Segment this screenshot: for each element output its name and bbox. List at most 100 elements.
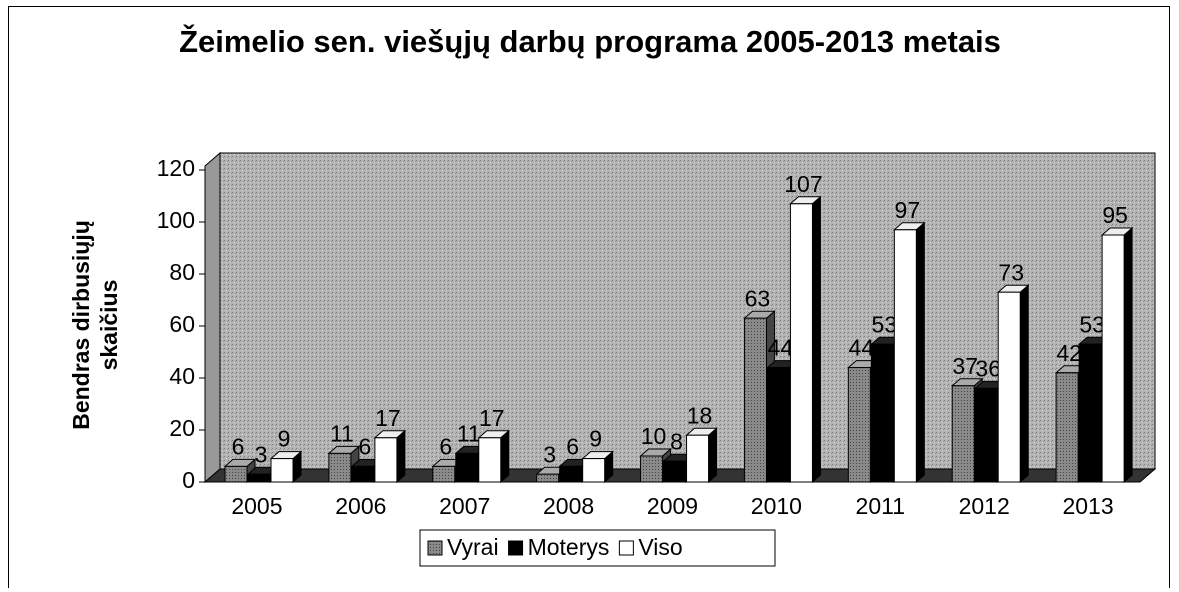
- x-tick-label: 2005: [231, 493, 282, 519]
- bar: [1100, 226, 1134, 484]
- value-label: 53: [872, 311, 898, 337]
- bar-front: [686, 434, 710, 483]
- value-label: 9: [278, 426, 291, 452]
- bar-side: [396, 429, 406, 484]
- x-tick-label: 2011: [856, 493, 905, 519]
- bar-side: [1123, 226, 1133, 484]
- x-tick-label: 2012: [959, 493, 1010, 519]
- bar-side: [708, 427, 718, 484]
- legend-swatch: [427, 540, 443, 556]
- value-label: 6: [358, 433, 371, 459]
- bar: [477, 429, 511, 484]
- x-tick-label: 2009: [647, 493, 698, 519]
- side-wall: [204, 151, 221, 484]
- chart-frame: [8, 6, 1170, 588]
- bar-front: [951, 385, 975, 483]
- legend-label: Viso: [638, 534, 682, 560]
- bar: [893, 221, 926, 484]
- bar-side: [1019, 284, 1029, 484]
- y-tick-label: 80: [169, 259, 195, 285]
- bar: [223, 458, 257, 484]
- legend-label: Vyrai: [447, 534, 499, 560]
- y-tick-label: 20: [169, 415, 195, 441]
- value-label: 6: [439, 433, 452, 459]
- bar-front: [351, 465, 375, 483]
- bar-front: [536, 473, 560, 483]
- bar-front: [1101, 234, 1125, 483]
- legend-swatch: [618, 540, 634, 556]
- y-tick-label: 120: [157, 155, 195, 181]
- bar: [996, 284, 1030, 484]
- bar-side: [500, 429, 510, 484]
- legend-swatch: [508, 540, 524, 556]
- value-label: 3: [255, 441, 268, 467]
- bar-front: [1055, 372, 1079, 483]
- bar-front: [478, 437, 502, 483]
- bar-front: [847, 367, 871, 483]
- x-tick-label: 2007: [439, 493, 490, 519]
- value-label: 107: [784, 171, 822, 197]
- bar-front: [559, 465, 583, 483]
- x-tick-label: 2008: [543, 493, 594, 519]
- x-tick-label: 2006: [335, 493, 386, 519]
- value-label: 17: [479, 405, 505, 431]
- bar-front: [766, 367, 790, 483]
- value-label: 8: [670, 428, 683, 454]
- legend-box: [419, 529, 776, 567]
- value-label: 44: [849, 335, 875, 361]
- value-label: 3: [543, 441, 556, 467]
- bar-front: [432, 465, 456, 483]
- bar-front: [640, 455, 664, 483]
- bar-front: [893, 229, 917, 483]
- x-tick-label: 2013: [1062, 493, 1113, 519]
- value-label: 95: [1102, 202, 1128, 228]
- value-label: 42: [1056, 340, 1082, 366]
- x-tick-label: 2010: [751, 493, 802, 519]
- bar-front: [870, 343, 894, 483]
- value-label: 63: [745, 285, 771, 311]
- bar-front: [270, 458, 294, 483]
- bar-front: [789, 203, 813, 483]
- value-label: 53: [1079, 311, 1105, 337]
- bar-front: [663, 460, 687, 483]
- value-label: 97: [895, 197, 921, 223]
- bar-front: [582, 458, 606, 483]
- value-label: 6: [566, 433, 579, 459]
- bar-front: [328, 452, 352, 483]
- value-label: 11: [330, 420, 354, 446]
- bar-front: [374, 437, 398, 483]
- value-label: 37: [952, 353, 978, 379]
- bar-front: [743, 317, 767, 483]
- value-label: 18: [687, 402, 713, 428]
- y-tick-label: 0: [182, 467, 195, 493]
- value-label: 44: [768, 335, 794, 361]
- value-label: 11: [457, 420, 481, 446]
- value-label: 73: [998, 259, 1024, 285]
- value-label: 6: [232, 433, 245, 459]
- bar-front: [1078, 343, 1102, 483]
- y-tick-label: 40: [169, 363, 195, 389]
- bar-front: [974, 387, 998, 483]
- bar: [685, 427, 718, 484]
- bar: [789, 195, 822, 484]
- bar-front: [224, 465, 248, 483]
- bar: [269, 450, 303, 484]
- chart-title: Žeimelio sen. viešųjų darbų programa 200…: [179, 24, 1001, 59]
- bar-front: [455, 452, 479, 483]
- y-tick-label: 100: [157, 207, 195, 233]
- legend-label: Moterys: [528, 534, 610, 560]
- y-tick-label: 60: [169, 311, 195, 337]
- bar-side: [811, 195, 821, 484]
- bar: [373, 429, 407, 484]
- value-label: 9: [589, 426, 602, 452]
- value-label: 17: [375, 405, 401, 431]
- bar: [743, 310, 776, 484]
- value-label: 36: [975, 355, 1001, 381]
- bar: [581, 450, 614, 484]
- bar-front: [247, 473, 271, 483]
- bar-side: [915, 221, 925, 484]
- value-label: 10: [641, 423, 667, 449]
- bar-front: [997, 291, 1021, 483]
